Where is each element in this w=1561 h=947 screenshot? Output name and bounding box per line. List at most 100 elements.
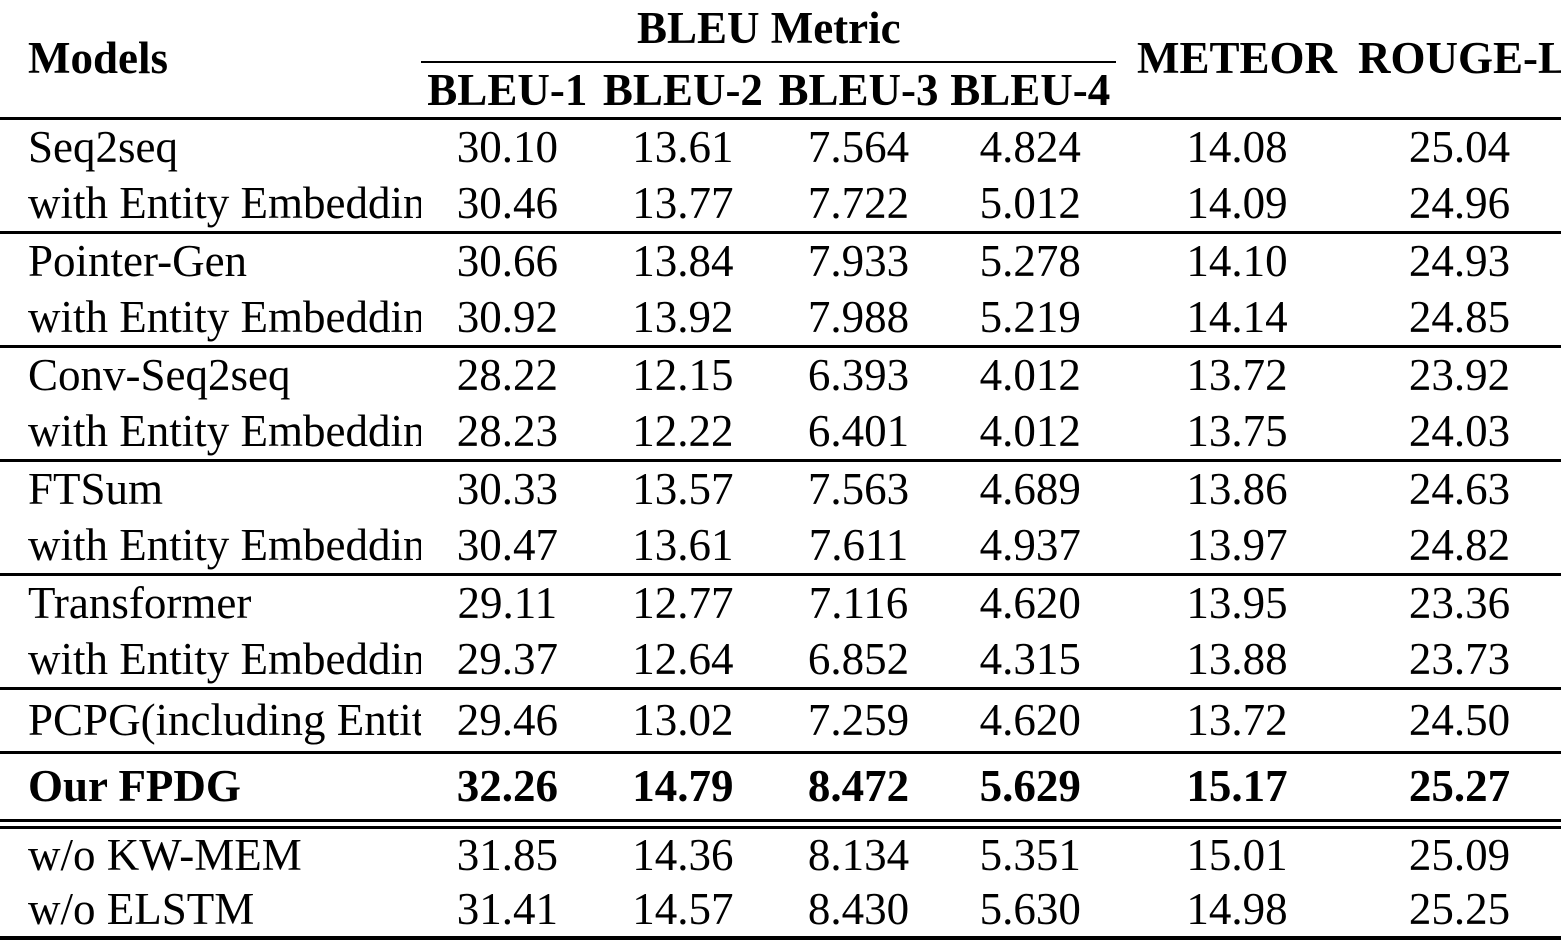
meteor-value-cell: 14.08	[1116, 116, 1359, 175]
bleu1-value-cell: 30.66	[421, 230, 594, 289]
table-row-wo-kw-mem: w/o KW-MEM 31.85 14.36 8.134 5.351 15.01…	[0, 819, 1561, 881]
bleu3-value-cell: 8.134	[772, 819, 945, 881]
bleu4-value-cell: 4.689	[944, 458, 1117, 517]
meteor-value-cell: 13.72	[1116, 686, 1359, 752]
bleu2-value-cell: 14.36	[593, 819, 773, 881]
header-row-top: Models BLEU Metric METEOR ROUGE-L	[0, 0, 1561, 83]
rouge-value-cell: 23.92	[1358, 344, 1561, 403]
bleu2-value-cell: 13.61	[632, 519, 734, 570]
bleu3-value-cell: 6.852	[807, 633, 910, 684]
meteor-value-cell: 13.72	[1116, 344, 1359, 403]
bleu1-value-cell: 29.37	[456, 633, 558, 684]
bleu1-value-cell: 28.22	[421, 344, 594, 403]
meteor-value-cell: 13.97	[1186, 519, 1288, 570]
bleu2-value-cell: 12.22	[632, 405, 734, 456]
meteor-value-cell: 14.10	[1116, 230, 1359, 289]
bleu4-value-cell: 4.824	[944, 116, 1117, 175]
bleu2-value-cell: 14.79	[593, 750, 773, 824]
model-name-cell: w/o ELSTM	[0, 881, 422, 940]
bleu3-value-cell: 8.430	[772, 881, 945, 940]
bleu1-value-cell: 30.46	[456, 177, 558, 228]
bleu1-value-cell: 30.10	[421, 116, 594, 175]
model-name-cell: w/o KW-MEM	[0, 819, 422, 881]
meteor-value-cell: 15.01	[1116, 819, 1359, 881]
bleu1-value-cell: 28.23	[456, 405, 558, 456]
column-header-rouge-l: ROUGE-L	[1358, 33, 1561, 84]
bleu2-value-cell: 13.84	[593, 230, 773, 289]
bleu1-value-cell: 31.41	[421, 881, 594, 940]
bleu4-value-cell: 5.219	[979, 291, 1081, 342]
bleu1-value-cell: 30.92	[456, 291, 558, 342]
table-row-conv-seq2seq-entity: with Entity Embedding 28.23 12.22 6.401 …	[0, 403, 1561, 460]
model-name-cell: Seq2seq	[0, 116, 422, 175]
meteor-value-cell: 13.75	[1186, 405, 1288, 456]
bleu2-value-cell: 12.15	[593, 344, 773, 403]
bleu2-value-cell: 12.77	[593, 572, 773, 631]
model-name-cell: Transformer	[0, 572, 422, 631]
bleu3-value-cell: 6.393	[772, 344, 945, 403]
rouge-value-cell: 24.96	[1408, 177, 1511, 228]
bleu2-value-cell: 13.02	[593, 686, 773, 752]
bleu2-value-cell: 13.57	[593, 458, 773, 517]
model-name-cell: Conv-Seq2seq	[0, 344, 422, 403]
table-row-transformer: Transformer 29.11 12.77 7.116 4.620 13.9…	[0, 572, 1561, 631]
model-name-cell: with Entity Embedding	[28, 633, 422, 684]
rouge-value-cell: 24.63	[1358, 458, 1561, 517]
bleu1-value-cell: 29.11	[421, 572, 594, 631]
table-row-conv-seq2seq: Conv-Seq2seq 28.22 12.15 6.393 4.012 13.…	[0, 344, 1561, 403]
bleu1-value-cell: 30.33	[421, 458, 594, 517]
bleu3-value-cell: 7.933	[772, 230, 945, 289]
rouge-value-cell: 23.73	[1408, 633, 1511, 684]
model-name-cell: with Entity Embedding	[28, 519, 422, 570]
rouge-value-cell: 25.09	[1358, 819, 1561, 881]
table-row-seq2seq: Seq2seq 30.10 13.61 7.564 4.824 14.08 25…	[0, 116, 1561, 175]
model-name-cell: PCPG(including Entity)	[0, 686, 422, 752]
table-row-seq2seq-entity: with Entity Embedding 30.46 13.77 7.722 …	[0, 175, 1561, 232]
table-header: Models BLEU Metric METEOR ROUGE-L BLEU-1…	[0, 0, 1561, 118]
table-row-pointer-gen: Pointer-Gen 30.66 13.84 7.933 5.278 14.1…	[0, 230, 1561, 289]
rouge-value-cell: 24.82	[1408, 519, 1511, 570]
model-name-cell: with Entity Embedding	[28, 177, 422, 228]
bleu1-value-cell: 29.46	[421, 686, 594, 752]
meteor-value-cell: 14.09	[1186, 177, 1288, 228]
table-row-our-fpdg: Our FPDG 32.26 14.79 8.472 5.629 15.17 2…	[0, 750, 1561, 824]
model-name-cell: Pointer-Gen	[0, 230, 422, 289]
rouge-value-cell: 24.93	[1358, 230, 1561, 289]
bleu1-value-cell: 32.26	[421, 750, 594, 824]
table-row-pointer-gen-entity: with Entity Embedding 30.92 13.92 7.988 …	[0, 289, 1561, 346]
model-name-cell: with Entity Embedding	[28, 291, 422, 342]
bleu4-value-cell: 4.012	[979, 405, 1081, 456]
column-header-meteor: METEOR	[1137, 33, 1338, 84]
model-name-cell: Our FPDG	[0, 750, 422, 824]
meteor-value-cell: 14.98	[1116, 881, 1359, 940]
bleu1-value-cell: 31.85	[421, 819, 594, 881]
bleu3-value-cell: 7.563	[772, 458, 945, 517]
bleu3-value-cell: 7.611	[808, 519, 909, 570]
column-header-bleu-1: BLEU-1	[427, 64, 588, 115]
bleu3-value-cell: 6.401	[807, 405, 910, 456]
meteor-value-cell: 15.17	[1116, 750, 1359, 824]
bleu3-value-cell: 7.722	[807, 177, 910, 228]
bleu2-value-cell: 13.92	[632, 291, 734, 342]
table-row-wo-elstm: w/o ELSTM 31.41 14.57 8.430 5.630 14.98 …	[0, 881, 1561, 940]
bleu4-value-cell: 5.629	[944, 750, 1117, 824]
column-header-models: Models	[28, 33, 168, 84]
meteor-value-cell: 13.86	[1116, 458, 1359, 517]
meteor-value-cell: 13.95	[1116, 572, 1359, 631]
bleu4-value-cell: 5.630	[944, 881, 1117, 940]
table-row-pcpg: PCPG(including Entity) 29.46 13.02 7.259…	[0, 686, 1561, 752]
rouge-value-cell: 23.36	[1358, 572, 1561, 631]
bleu3-value-cell: 7.564	[772, 116, 945, 175]
bleu4-value-cell: 5.012	[979, 177, 1081, 228]
bleu3-value-cell: 7.988	[807, 291, 910, 342]
rouge-value-cell: 25.04	[1358, 116, 1561, 175]
header-row-bleu-subcolumns: BLEU-1 BLEU-2 BLEU-3 BLEU-4	[0, 62, 1561, 118]
column-group-header-bleu-metric: BLEU Metric	[421, 0, 1117, 63]
rouge-value-cell: 24.85	[1408, 291, 1511, 342]
bleu4-value-cell: 4.937	[979, 519, 1081, 570]
model-name-cell: with Entity Embedding	[28, 405, 422, 456]
bleu4-value-cell: 4.315	[979, 633, 1081, 684]
bleu4-value-cell: 4.012	[944, 344, 1117, 403]
